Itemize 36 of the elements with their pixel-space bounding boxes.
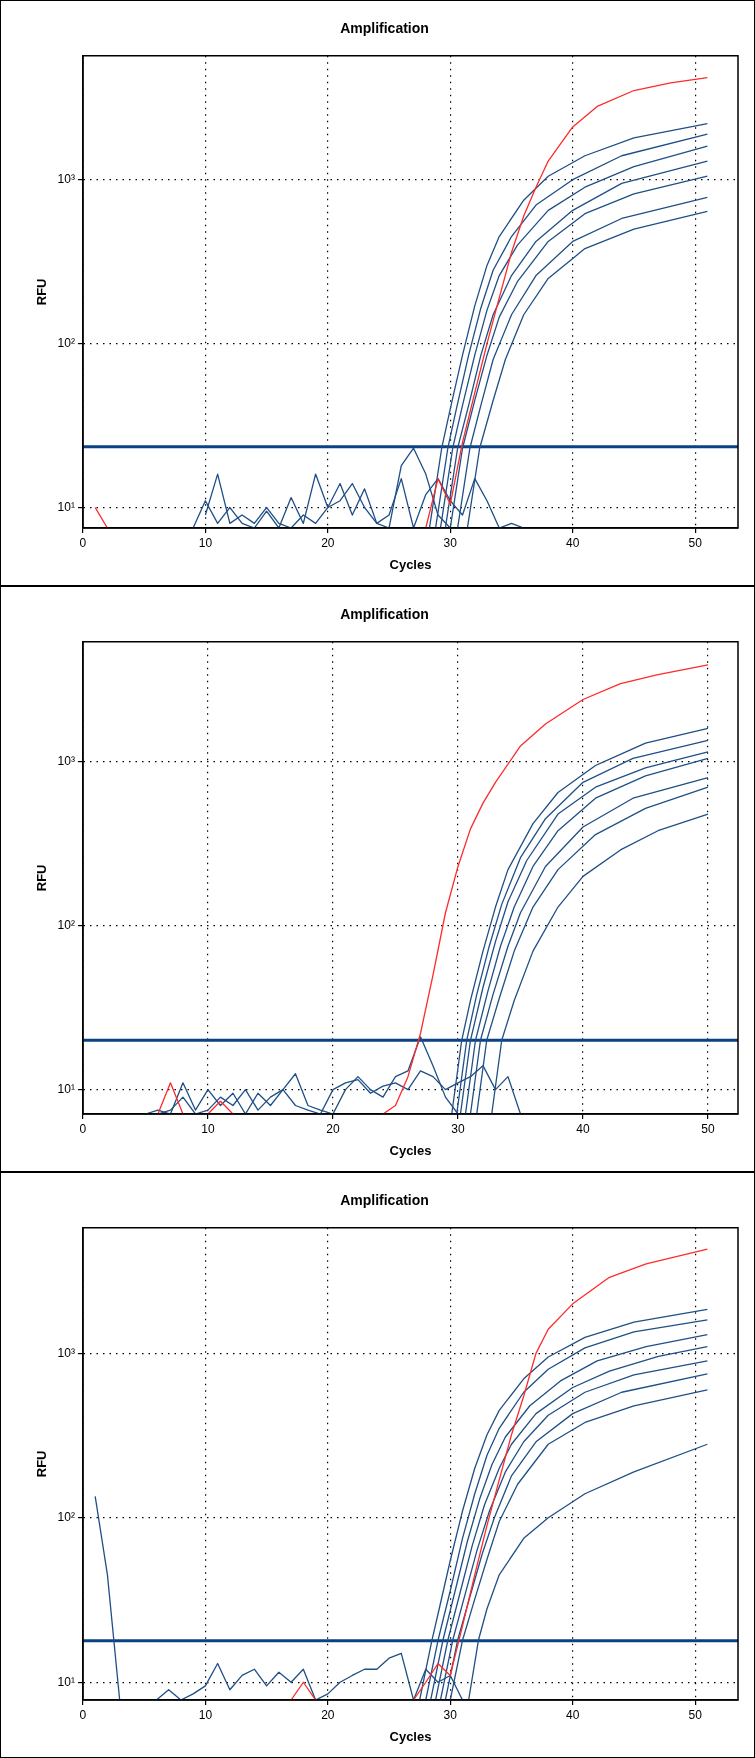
chart-title: Amplification (340, 606, 429, 623)
x-tick-label: 40 (576, 1121, 590, 1136)
x-axis-title: Cycles (389, 556, 432, 572)
chart-title: Amplification (340, 20, 429, 37)
y-tick-label: 10¹ (57, 1674, 75, 1689)
y-tick-label: 10¹ (57, 1081, 75, 1096)
x-tick-label: 40 (566, 535, 580, 550)
x-tick-label: 30 (451, 1121, 465, 1136)
chart-title: Amplification (340, 1192, 429, 1209)
x-tick-label: 50 (688, 1707, 703, 1722)
x-tick-label: 20 (321, 1707, 335, 1722)
y-axis-title: RFU (34, 278, 50, 306)
x-axis-title: Cycles (389, 1728, 432, 1744)
y-tick-label: 10¹ (57, 499, 75, 514)
y-tick-label: 10³ (57, 172, 75, 187)
x-tick-label: 20 (321, 535, 335, 550)
x-tick-label: 0 (79, 1707, 87, 1722)
y-axis-title: RFU (34, 864, 50, 892)
y-tick-label: 10³ (57, 1345, 75, 1360)
y-tick-label: 10² (57, 918, 75, 933)
y-tick-label: 10² (57, 335, 75, 350)
y-tick-label: 10² (57, 1510, 75, 1525)
x-tick-label: 30 (443, 1707, 458, 1722)
x-tick-label: 50 (701, 1121, 715, 1136)
y-axis-title: RFU (34, 1450, 50, 1478)
x-tick-label: 10 (201, 1121, 215, 1136)
x-tick-label: 30 (443, 535, 458, 550)
x-tick-label: 0 (79, 535, 87, 550)
x-tick-label: 50 (688, 535, 703, 550)
x-tick-label: 10 (198, 1707, 213, 1722)
x-tick-label: 0 (79, 1121, 87, 1136)
x-tick-label: 20 (326, 1121, 340, 1136)
x-tick-label: 40 (566, 1707, 580, 1722)
x-axis-title: Cycles (389, 1142, 432, 1158)
x-tick-label: 10 (198, 535, 213, 550)
y-tick-label: 10³ (57, 754, 75, 769)
